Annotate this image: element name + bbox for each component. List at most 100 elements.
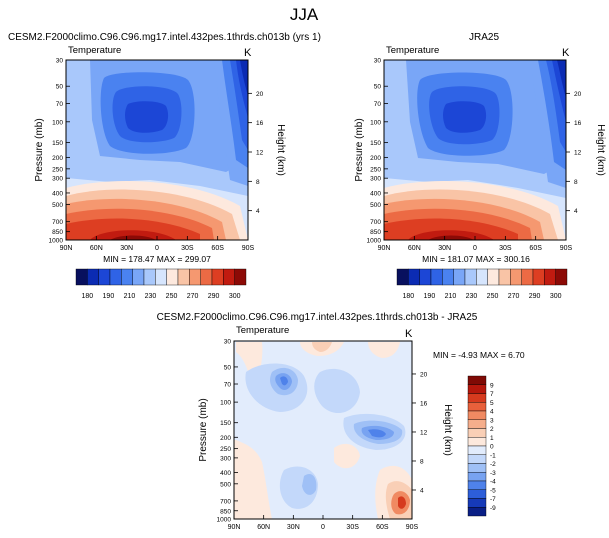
model-height-axis-label: Height (km) xyxy=(275,124,286,176)
obs-stats: MIN = 181.07 MAX = 300.16 xyxy=(422,254,530,264)
colorbar-tick-label: 190 xyxy=(424,293,436,300)
x-tick-label: 90S xyxy=(406,524,419,531)
colorbar-swatch xyxy=(408,268,420,286)
x-tick-label: 30N xyxy=(438,245,451,252)
height-tick-label: 12 xyxy=(420,429,428,436)
y-tick-label: 700 xyxy=(220,498,231,505)
y-tick-label: 700 xyxy=(370,219,381,226)
diff-stats: MIN = -4.93 MAX = 6.70 xyxy=(433,350,525,360)
y-tick-label: 50 xyxy=(374,84,382,91)
colorbar-swatch xyxy=(498,268,511,286)
obs-y-axis-label: Pressure (mb) xyxy=(354,118,365,181)
colorbar-tick-label: 9 xyxy=(490,382,494,389)
x-tick-label: 60N xyxy=(408,245,421,252)
colorbar-swatch xyxy=(98,268,111,286)
colorbar-swatch xyxy=(555,268,568,286)
colorbar-swatch xyxy=(532,268,545,286)
colorbar-swatch xyxy=(467,410,487,420)
y-tick-label: 400 xyxy=(370,190,381,197)
y-tick-label: 1000 xyxy=(217,517,232,524)
y-tick-label: 70 xyxy=(224,382,232,389)
y-tick-label: 100 xyxy=(220,400,231,407)
height-tick-label: 12 xyxy=(574,150,582,157)
y-tick-label: 400 xyxy=(52,190,63,197)
x-tick-label: 0 xyxy=(155,245,159,252)
x-tick-label: 90S xyxy=(242,245,255,252)
colorbar-swatch xyxy=(419,268,432,286)
colorbar-swatch xyxy=(510,268,522,286)
colorbar-swatch xyxy=(143,268,156,286)
diff-units: K xyxy=(405,328,413,340)
colorbar-swatch xyxy=(396,268,409,286)
diff-y-ticks: 30 50 70 100 150 200 250 300 400 500 700 850 1000 xyxy=(217,339,238,524)
x-tick-label: 90S xyxy=(560,245,573,252)
colorbar-swatch xyxy=(453,268,466,286)
height-tick-label: 8 xyxy=(420,458,424,465)
obs-contour-field xyxy=(384,60,566,240)
height-tick-label: 4 xyxy=(256,208,260,215)
diff-contour-field xyxy=(234,341,412,519)
y-tick-label: 50 xyxy=(56,84,64,91)
model-layer-18 xyxy=(110,235,156,240)
y-tick-label: 1000 xyxy=(367,238,382,245)
diff-layer-13 xyxy=(314,368,360,414)
x-tick-label: 30S xyxy=(181,245,194,252)
diff-height-ticks: 20 16 12 8 4 xyxy=(412,371,428,494)
page-title: JJA xyxy=(290,5,319,24)
x-tick-label: 90N xyxy=(60,245,73,252)
diff-layer-22 xyxy=(302,473,317,495)
colorbar-tick-label: -5 xyxy=(490,487,496,494)
model-units: K xyxy=(244,47,252,59)
y-tick-label: 200 xyxy=(370,155,381,162)
y-tick-label: 1000 xyxy=(49,238,64,245)
colorbar-swatch xyxy=(189,268,201,286)
colorbar-swatch xyxy=(223,268,235,286)
obs-units: K xyxy=(562,47,570,59)
colorbar-swatch xyxy=(430,268,443,286)
diff-height-axis-label: Height (km) xyxy=(442,404,453,456)
diff-layer-5 xyxy=(312,342,332,352)
height-tick-label: 16 xyxy=(256,120,264,127)
y-tick-label: 850 xyxy=(370,229,381,236)
colorbar-tick-label: 190 xyxy=(103,293,115,300)
model-contour-field xyxy=(66,60,248,240)
y-tick-label: 250 xyxy=(52,166,63,173)
height-tick-label: 4 xyxy=(420,487,424,494)
diff-layer-6 xyxy=(368,342,400,358)
x-tick-label: 90N xyxy=(378,245,391,252)
model-x-ticks: 90N 60N 30N 0 30S 60S 90S xyxy=(60,236,255,252)
height-tick-label: 8 xyxy=(574,179,578,186)
colorbar-swatch xyxy=(467,375,487,385)
obs-x-ticks: 90N 60N 30N 0 30S 60S 90S xyxy=(378,236,573,252)
obs-panel: JRA25 Temperature K Pressure (mb) Height… xyxy=(354,32,606,300)
colorbar-swatch xyxy=(467,507,487,517)
model-height-ticks: 20 16 12 8 4 xyxy=(248,91,264,215)
colorbar-swatch xyxy=(211,268,224,286)
colorbar-tick-label: 3 xyxy=(490,417,494,424)
obs-layer-11 xyxy=(557,60,566,98)
colorbar-tick-label: 7 xyxy=(490,391,494,398)
y-tick-label: 200 xyxy=(52,155,63,162)
y-tick-label: 250 xyxy=(370,166,381,173)
x-tick-label: 60S xyxy=(376,524,389,531)
colorbar-tick-label: 4 xyxy=(490,409,494,416)
colorbar-swatch xyxy=(467,384,487,394)
colorbar-tick-label: 300 xyxy=(229,293,241,300)
y-tick-label: 150 xyxy=(220,420,231,427)
obs-field-label: Temperature xyxy=(386,45,439,56)
y-tick-label: 30 xyxy=(56,58,64,65)
colorbar-swatch xyxy=(166,268,179,286)
y-tick-label: 400 xyxy=(220,470,231,477)
colorbar-swatch xyxy=(467,463,487,473)
y-tick-label: 70 xyxy=(374,101,382,108)
colorbar-swatch xyxy=(467,498,487,508)
colorbar-swatch xyxy=(467,437,487,447)
diff-x-ticks: 90N 60N 30N 0 30S 60S 90S xyxy=(228,515,419,531)
diff-layer-3 xyxy=(234,440,272,519)
colorbar-tick-label: 2 xyxy=(490,426,494,433)
y-tick-label: 150 xyxy=(370,140,381,147)
diff-panel: CESM2.F2000climo.C96.C96.mg17.intel.432p… xyxy=(157,312,525,531)
colorbar-swatch xyxy=(467,445,487,455)
obs-layer-6 xyxy=(443,101,487,133)
